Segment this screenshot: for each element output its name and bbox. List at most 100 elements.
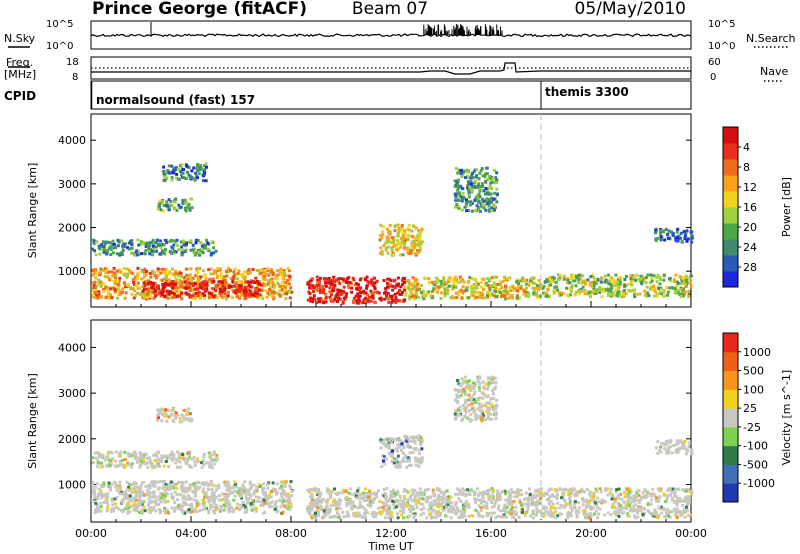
echo-cell bbox=[585, 487, 589, 491]
echo-cell bbox=[589, 295, 592, 298]
echo-cell bbox=[679, 294, 683, 298]
echo-cell bbox=[188, 273, 192, 277]
echo-cell bbox=[681, 503, 685, 507]
echo-cell bbox=[136, 506, 140, 510]
echo-cell bbox=[401, 232, 405, 236]
echo-cell bbox=[482, 288, 486, 292]
echo-cell bbox=[386, 251, 390, 255]
echo-cell bbox=[613, 510, 616, 514]
echo-cell bbox=[416, 288, 419, 292]
echo-cell bbox=[463, 508, 467, 512]
echo-cell bbox=[172, 289, 176, 293]
echo-cell bbox=[126, 246, 130, 250]
echo-cell bbox=[180, 245, 184, 249]
echo-cell bbox=[488, 498, 492, 501]
echo-cell bbox=[400, 223, 404, 227]
echo-cell bbox=[205, 280, 209, 283]
echo-cell bbox=[135, 457, 138, 461]
echo-cell bbox=[496, 489, 500, 493]
echo-cell bbox=[329, 489, 333, 493]
echo-cell bbox=[187, 281, 191, 285]
echo-cell bbox=[100, 243, 103, 247]
echo-cell bbox=[315, 488, 319, 492]
echo-cell bbox=[153, 294, 157, 298]
echo-cell bbox=[625, 488, 629, 491]
echo-cell bbox=[373, 497, 377, 500]
echo-cell bbox=[243, 277, 246, 281]
echo-cell bbox=[160, 456, 164, 460]
echo-cell bbox=[537, 488, 541, 492]
echo-cell bbox=[173, 166, 177, 170]
echo-cell bbox=[364, 499, 368, 502]
echo-cell bbox=[449, 296, 453, 300]
echo-cell bbox=[517, 282, 520, 286]
echo-cell bbox=[394, 300, 398, 304]
echo-cell bbox=[598, 288, 601, 292]
echo-cell bbox=[261, 504, 265, 508]
echo-cell bbox=[407, 228, 411, 232]
echo-cell bbox=[383, 516, 387, 520]
echo-cell bbox=[210, 287, 214, 291]
echo-cell bbox=[179, 205, 183, 209]
echo-cell bbox=[267, 273, 271, 277]
echo-cell bbox=[204, 481, 208, 485]
echo-cell bbox=[441, 501, 445, 505]
echo-cell bbox=[221, 296, 224, 300]
echo-cell bbox=[196, 239, 200, 242]
echo-cell bbox=[182, 501, 186, 504]
echo-cell bbox=[234, 291, 238, 295]
echo-cell bbox=[372, 515, 375, 519]
echo-cell bbox=[257, 496, 261, 500]
echo-cell bbox=[421, 493, 424, 497]
echo-cell bbox=[568, 293, 572, 297]
echo-cell bbox=[207, 509, 210, 513]
echo-cell bbox=[547, 502, 551, 505]
echo-cell bbox=[394, 505, 398, 509]
echo-cell bbox=[167, 164, 171, 168]
echo-cell bbox=[608, 290, 612, 293]
echo-cell bbox=[367, 492, 371, 496]
echo-cell bbox=[211, 277, 215, 281]
echo-cell bbox=[354, 494, 358, 498]
echo-cell bbox=[363, 301, 367, 304]
echo-cell bbox=[468, 186, 472, 190]
echo-cell bbox=[554, 489, 558, 493]
echo-cell bbox=[289, 480, 293, 484]
echo-cell bbox=[501, 509, 505, 513]
echo-cell bbox=[178, 284, 182, 288]
echo-cell bbox=[449, 495, 453, 499]
echo-cell bbox=[511, 508, 515, 512]
echo-cell bbox=[436, 511, 440, 515]
echo-cell bbox=[151, 491, 155, 495]
echo-cell bbox=[568, 281, 572, 285]
echo-cell bbox=[445, 489, 449, 493]
echo-cell bbox=[127, 506, 131, 510]
noise-tick-high-right: 10^5 bbox=[708, 19, 735, 30]
echo-cell bbox=[274, 489, 278, 493]
echo-cell bbox=[410, 287, 414, 291]
echo-cell bbox=[409, 293, 413, 297]
echo-cell bbox=[96, 451, 100, 455]
echo-cell bbox=[162, 243, 166, 247]
echo-cell bbox=[209, 253, 213, 257]
echo-cell bbox=[598, 290, 602, 294]
echo-cell bbox=[193, 287, 197, 291]
echo-cell bbox=[201, 490, 205, 494]
echo-cell bbox=[574, 284, 578, 288]
echo-cell bbox=[585, 504, 589, 508]
echo-cell bbox=[240, 280, 244, 284]
echo-cell bbox=[572, 487, 576, 491]
echo-cell bbox=[504, 492, 508, 496]
echo-cell bbox=[157, 503, 161, 506]
echo-cell bbox=[271, 280, 275, 284]
echo-cell bbox=[215, 276, 219, 280]
echo-cell bbox=[432, 494, 436, 498]
echo-cell bbox=[399, 285, 403, 289]
echo-cell bbox=[609, 513, 613, 517]
echo-cell bbox=[647, 510, 651, 514]
echo-cell bbox=[389, 294, 392, 298]
echo-cell bbox=[475, 204, 479, 208]
echo-cell bbox=[213, 498, 216, 502]
echo-cell bbox=[473, 199, 477, 203]
echo-cell bbox=[135, 503, 139, 507]
